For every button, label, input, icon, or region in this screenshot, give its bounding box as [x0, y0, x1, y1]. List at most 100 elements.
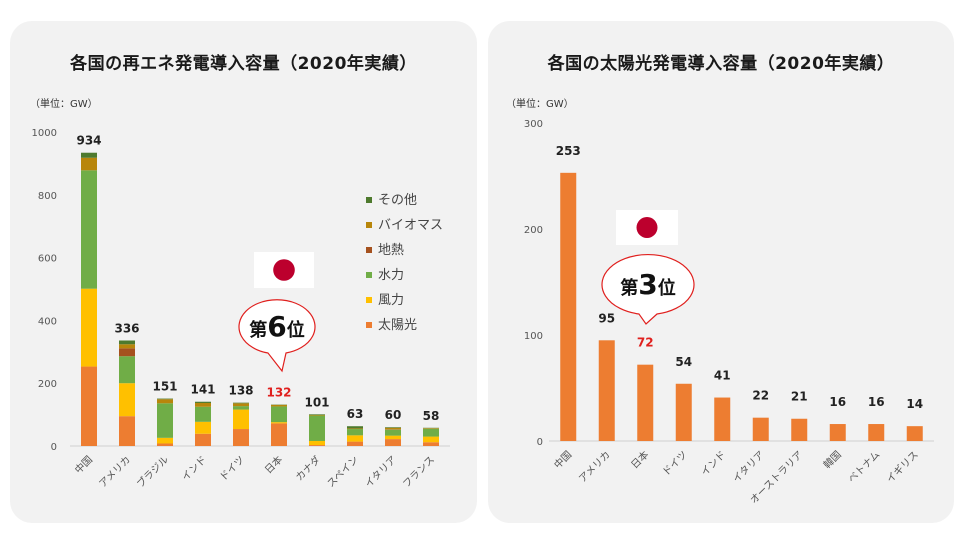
renewable-rank-callout: 第6位 [238, 299, 316, 373]
renewable-y-tick: 1000 [32, 128, 57, 139]
solar-value-label: 54 [675, 355, 692, 369]
renewable-bar-segment [157, 437, 173, 444]
renewable-bar-segment [271, 406, 287, 423]
renewable-bar-segment [385, 427, 401, 430]
solar-value-label: 14 [906, 397, 923, 411]
renewable-rank-prefix: 第 [249, 319, 267, 341]
renewable-total-label: 63 [347, 407, 364, 421]
renewable-bar-segment [81, 288, 97, 367]
renewable-bar-segment [233, 429, 249, 446]
renewable-category-label: ドイツ [218, 454, 247, 483]
renewable-bar-segment [309, 440, 325, 446]
renewable-bar-segment [423, 428, 439, 437]
solar-callout-bubble [601, 253, 695, 325]
renewable-category-label: 日本 [262, 453, 285, 476]
renewable-bar-segment [233, 406, 249, 410]
renewable-bar-segment [233, 402, 249, 404]
renewable-bar-segment [233, 409, 249, 430]
solar-category-label: イタリア [730, 449, 766, 485]
renewable-bar-segment [81, 152, 97, 158]
solar-bar [675, 383, 692, 441]
renewable-bar-segment [195, 421, 211, 434]
legend-label: バイオマス [378, 218, 443, 233]
renewable-rank-number: 6 [267, 310, 286, 343]
renewable-bar-segment [195, 401, 211, 403]
solar-value-label: 95 [598, 311, 615, 325]
renewable-total-label: 934 [76, 134, 101, 148]
solar-category-label: 日本 [628, 448, 651, 471]
renewable-bar-segment [119, 348, 135, 357]
renewable-bar-segment [157, 398, 173, 400]
solar-chart-panel: 各国の太陽光発電導入容量（2020年実績） （単位：GW） 0 100 200 300… [488, 21, 954, 523]
solar-rank-suffix: 位 [658, 277, 676, 299]
renewable-y-tick: 400 [38, 316, 57, 327]
renewable-y-tick: 800 [38, 191, 57, 202]
legend-swatch [366, 322, 372, 328]
legend-label: 水力 [378, 268, 404, 283]
renewable-total-label: 138 [228, 384, 253, 398]
renewable-chart-panel: 各国の再エネ発電導入容量（2020年実績） （単位：GW） 0 200 400 600… [10, 21, 477, 523]
solar-y-tick: 0 [537, 437, 543, 448]
solar-category-label: ドイツ [661, 449, 690, 478]
renewable-bar-segment [347, 441, 363, 446]
solar-category-label: イギリス [884, 449, 921, 486]
solar-bar [791, 418, 808, 441]
renewable-bar-segment [423, 442, 439, 446]
solar-unit-label: （単位：GW） [506, 99, 574, 110]
renewable-bar-segment [309, 414, 325, 415]
solar-category-label: 韓国 [821, 449, 844, 472]
renewable-bar-segment [347, 428, 363, 430]
renewable-category-label: 中国 [72, 453, 95, 476]
solar-category-label: インド [699, 449, 728, 478]
renewable-bar-segment [81, 366, 97, 446]
solar-bar [637, 364, 654, 441]
legend-swatch [366, 247, 372, 253]
renewable-total-label: 101 [304, 395, 329, 409]
renewable-bar-segment [385, 439, 401, 446]
renewable-bar-segment [271, 404, 287, 407]
renewable-total-label: 141 [190, 383, 215, 397]
solar-value-label: 21 [791, 390, 808, 404]
renewable-bar-segment [157, 399, 173, 404]
solar-bar [906, 426, 923, 441]
solar-category-label: ベトナム [846, 449, 883, 486]
renewable-y-tick: 0 [51, 442, 57, 453]
renewable-rank-text: 第6位 [249, 310, 304, 343]
renewable-bar-segment [271, 423, 287, 446]
solar-y-tick: 300 [524, 119, 543, 130]
renewable-bar-segment [309, 445, 325, 446]
renewable-japan-flag-icon [254, 252, 314, 288]
solar-category-label: アメリカ [576, 449, 612, 485]
renewable-bar-segment [81, 157, 97, 171]
renewable-y-tick: 600 [38, 254, 57, 265]
renewable-category-label: インド [180, 454, 209, 483]
renewable-total-label: 151 [152, 380, 177, 394]
renewable-category-label: フランス [400, 454, 437, 491]
solar-flag-sun [636, 217, 658, 238]
renewable-bar-segment [423, 428, 439, 429]
renewable-bar-segment [347, 435, 363, 442]
solar-y-tick: 100 [524, 331, 543, 342]
renewable-y-tick: 200 [38, 379, 57, 390]
renewable-bar-segment [347, 426, 363, 429]
renewable-bar-segment [81, 170, 97, 289]
solar-bar [714, 397, 731, 441]
solar-value-label: 16 [829, 395, 846, 409]
solar-japan-flag-icon [616, 210, 678, 245]
renewable-bar-segment [271, 422, 287, 424]
renewable-bar-segment [119, 416, 135, 446]
solar-category-label: 中国 [551, 448, 574, 471]
legend-label: 太陽光 [378, 318, 417, 333]
solar-bar [868, 424, 885, 441]
renewable-total-label: 132 [266, 386, 291, 400]
renewable-bar-segment [385, 427, 401, 428]
solar-value-label: 16 [868, 395, 885, 409]
renewable-flag-sun [273, 259, 295, 281]
legend-label: その他 [378, 193, 417, 208]
renewable-total-label: 58 [423, 409, 440, 423]
renewable-category-label: ブラジル [134, 453, 171, 490]
renewable-bar-segment [119, 340, 135, 345]
solar-bar [560, 172, 577, 441]
renewable-stacked-bar-chart: 0 200 400 600 800 1000 934 中国 336 アメリカ 151 ブラジル 141 イ… [32, 128, 450, 491]
